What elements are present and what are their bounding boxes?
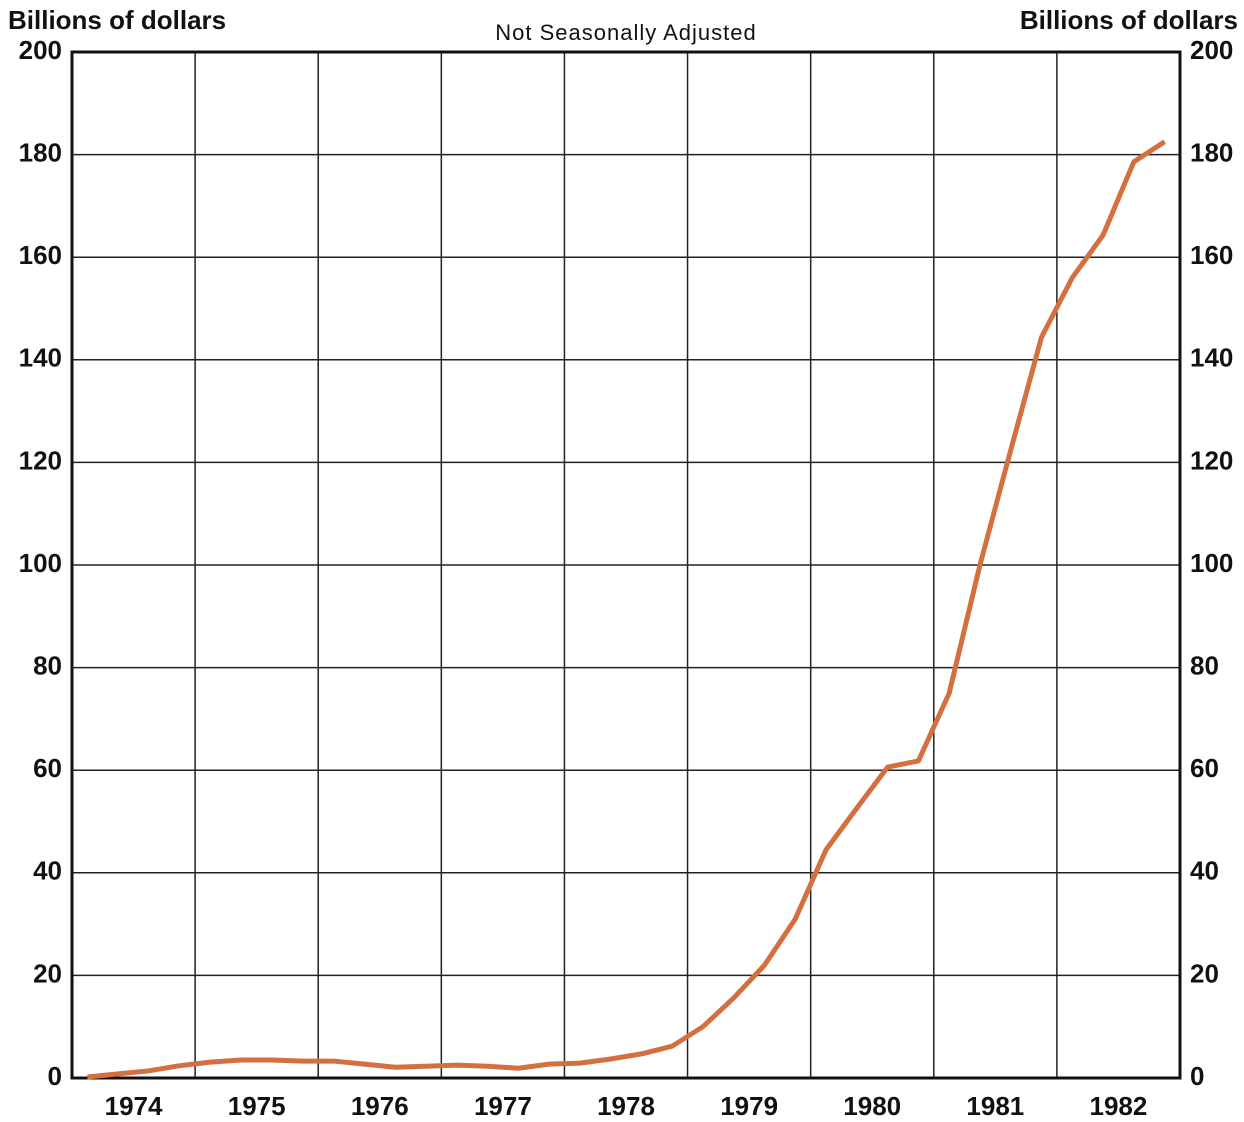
y2-tick-label: 140	[1190, 343, 1233, 373]
y2-tick-label: 80	[1190, 650, 1219, 680]
plot-frame	[70, 50, 1182, 1080]
subtitle: Not Seasonally Adjusted	[495, 20, 757, 45]
x-tick-label: 1974	[105, 1091, 163, 1121]
x-tick-label: 1981	[966, 1091, 1024, 1121]
y2-tick-label: 40	[1190, 856, 1219, 886]
x-tick-label: 1982	[1090, 1091, 1148, 1121]
y-tick-label: 60	[33, 753, 62, 783]
y2-tick-label: 200	[1190, 35, 1233, 65]
x-tick-label: 1979	[720, 1091, 778, 1121]
y2-tick-label: 0	[1190, 1061, 1204, 1091]
y2-axis-label: Billions of dollars	[1020, 5, 1238, 35]
y2-tick-label: 100	[1190, 548, 1233, 578]
y2-tick-label: 20	[1190, 958, 1219, 988]
y-tick-label: 40	[33, 856, 62, 886]
y2-tick-label: 160	[1190, 240, 1233, 270]
y-tick-label: 200	[19, 35, 62, 65]
x-tick-label: 1980	[843, 1091, 901, 1121]
x-tick-label: 1978	[597, 1091, 655, 1121]
y-tick-label: 160	[19, 240, 62, 270]
x-tick-label: 1975	[228, 1091, 286, 1121]
y2-tick-label: 60	[1190, 753, 1219, 783]
y-tick-label: 20	[33, 958, 62, 988]
data-line	[87, 139, 1166, 1080]
y2-tick-label: 180	[1190, 137, 1233, 167]
y-tick-label: 140	[19, 343, 62, 373]
y2-tick-label: 120	[1190, 445, 1233, 475]
y-tick-label: 180	[19, 137, 62, 167]
y-tick-label: 0	[48, 1061, 62, 1091]
y-tick-label: 80	[33, 650, 62, 680]
x-tick-label: 1977	[474, 1091, 532, 1121]
x-tick-label: 1976	[351, 1091, 409, 1121]
y-tick-label: 120	[19, 445, 62, 475]
y-axis-label: Billions of dollars	[8, 5, 226, 35]
y-tick-label: 100	[19, 548, 62, 578]
